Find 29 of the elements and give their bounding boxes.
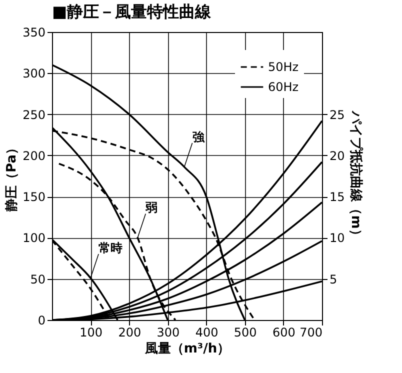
y2-tick-label: 25 <box>330 108 345 122</box>
y-tick-label: 300 <box>22 66 46 81</box>
y-tick-label: 200 <box>22 148 46 163</box>
y-axis-title: 静圧（Pa） <box>4 142 20 212</box>
annotation: 常時 <box>98 241 123 256</box>
y2-tick-label: 15 <box>330 190 345 204</box>
y-tick-label: 50 <box>30 272 46 286</box>
y2-axis-title: パイプ抵抗曲線（m） <box>348 110 364 242</box>
annotation: 弱 <box>144 200 158 215</box>
y2-tick-label: 5 <box>330 272 338 286</box>
x-tick-label: 600 <box>272 326 296 340</box>
y2-tick-label: 10 <box>330 231 345 246</box>
x-tick-label: 300 <box>156 326 180 340</box>
y-tick-label: 100 <box>22 231 46 246</box>
x-axis-title: 風量（m³/h） <box>144 342 230 356</box>
legend-label: 60Hz <box>268 80 299 94</box>
legend-label: 50Hz <box>268 60 299 74</box>
y-tick-label: 150 <box>22 190 46 204</box>
y-tick-label: 250 <box>22 108 46 122</box>
annotation: 強 <box>192 130 206 144</box>
x-tick-label: 500 <box>234 326 257 340</box>
x-tick-label: 200 <box>118 326 142 340</box>
y-tick-label: 0 <box>38 314 46 328</box>
x-tick-label: 400 <box>195 326 218 340</box>
x-tick-label: 100 <box>80 326 103 340</box>
x-tick-label: 700 <box>300 326 322 340</box>
y2-tick-label: 20 <box>330 148 345 163</box>
chart-title: ■静圧－風量特性曲線 <box>52 2 212 21</box>
y-tick-label: 350 <box>22 26 46 40</box>
